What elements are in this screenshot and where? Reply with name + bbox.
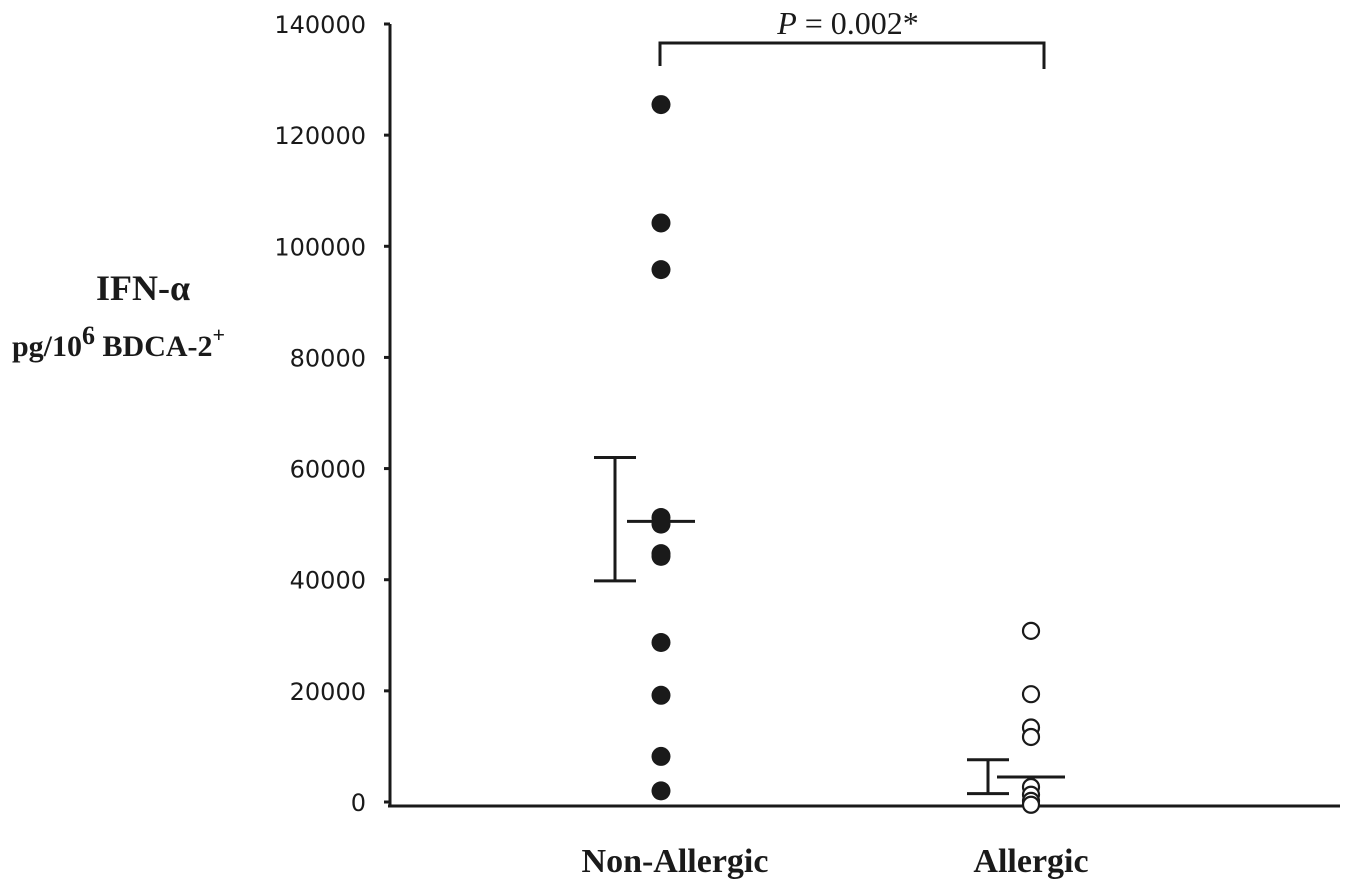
data-point	[651, 213, 671, 233]
category-labels: Non-Allergic Allergic	[582, 843, 1089, 880]
data-point	[1021, 621, 1041, 640]
data-point	[651, 633, 671, 653]
category-label: Non-Allergic	[582, 843, 769, 880]
data-point	[651, 746, 671, 766]
series-group	[594, 95, 1065, 814]
y-ticks: 0 20000 40000 60000 80000 100000 120000 140000	[274, 11, 390, 817]
y-axis-label-sup: 6	[82, 321, 95, 350]
data-point	[651, 514, 671, 534]
category-label: Allergic	[973, 843, 1088, 880]
significance-annotation: P = 0.002*	[658, 5, 1046, 69]
y-tick-label: 60000	[290, 456, 366, 484]
y-tick-label: 140000	[274, 11, 366, 39]
series-non-allergic	[594, 95, 695, 801]
p-value-rest: = 0.002*	[797, 5, 919, 41]
data-point	[651, 260, 671, 280]
p-value-label: P = 0.002*	[776, 5, 919, 41]
y-axis-label-line1: IFN-α	[96, 268, 190, 308]
y-axis-label: IFN-α pg/106 BDCA-2+	[12, 268, 225, 363]
y-axis-label-sup2: +	[213, 322, 226, 347]
series-allergic	[967, 621, 1065, 814]
y-axis-label-line2: pg/106 BDCA-2+	[12, 321, 225, 363]
p-value-italic: P	[776, 5, 797, 41]
y-tick-label: 40000	[290, 567, 366, 595]
y-tick-label: 20000	[290, 678, 366, 706]
y-tick-label: 100000	[274, 233, 366, 261]
data-point	[651, 546, 671, 566]
data-point	[651, 685, 671, 705]
data-point	[1021, 727, 1041, 747]
significance-bracket	[658, 41, 1046, 69]
data-point	[1021, 795, 1041, 814]
data-point	[1021, 685, 1041, 704]
y-tick-label: 120000	[274, 122, 366, 150]
y-tick-label: 0	[351, 789, 366, 817]
y-axis-label-mid: BDCA-2	[95, 330, 213, 363]
y-axis-label-prefix: pg/10	[12, 330, 82, 363]
data-point	[651, 781, 671, 801]
axes	[388, 24, 1340, 808]
data-point	[651, 95, 671, 115]
y-tick-label: 80000	[290, 344, 366, 372]
